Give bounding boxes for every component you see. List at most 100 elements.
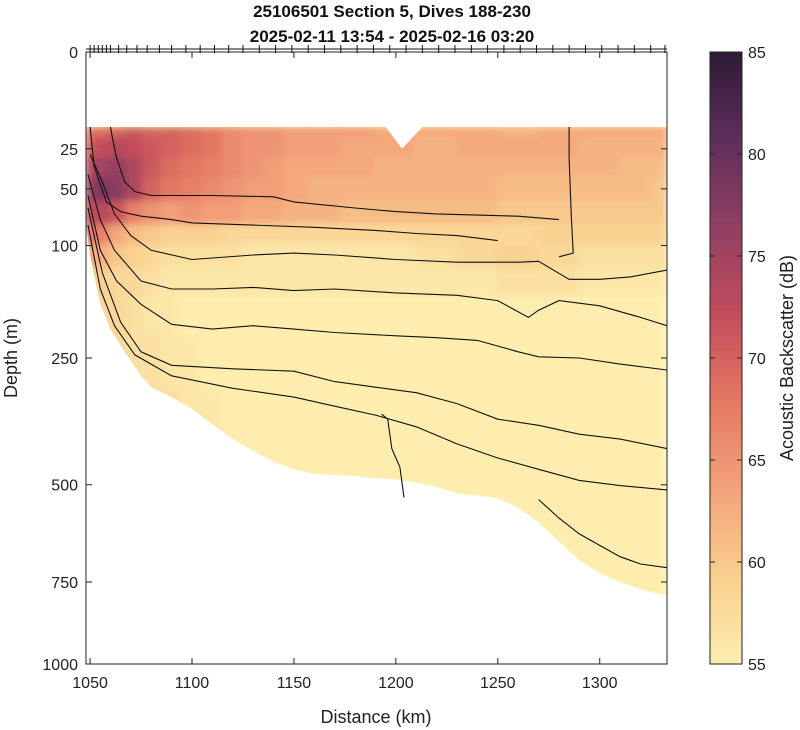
field-cell — [537, 244, 581, 270]
y-tick-label: 100 — [51, 239, 78, 256]
field-cell — [241, 224, 265, 247]
field-cell — [578, 224, 622, 247]
field-cell — [262, 224, 285, 247]
field-cell — [374, 334, 418, 389]
field-cell — [537, 334, 581, 389]
field-cell — [652, 244, 667, 270]
field-cell — [142, 267, 163, 298]
field-cell — [415, 295, 459, 337]
field-cell — [282, 177, 311, 203]
colorbar-gradient — [709, 51, 743, 665]
field-cell — [282, 126, 311, 140]
field-cell — [86, 200, 96, 227]
field-cell — [180, 267, 204, 298]
field-cell — [241, 267, 265, 298]
field-cell — [578, 244, 622, 270]
field-cell — [338, 200, 377, 227]
field-cell — [308, 177, 341, 203]
field-cell — [496, 334, 540, 389]
field-cell — [93, 157, 112, 180]
field-cell — [86, 157, 96, 180]
field-cell — [308, 224, 341, 247]
field-cell — [496, 177, 540, 203]
field-cell — [93, 200, 112, 227]
field-cell — [415, 126, 459, 140]
field-cell — [374, 157, 418, 180]
x-tick-label: 1200 — [378, 675, 414, 692]
field-cell — [282, 200, 311, 227]
field-cell — [496, 386, 540, 452]
field-cell — [262, 244, 285, 270]
field-cell — [201, 244, 224, 270]
field-cell — [282, 267, 311, 298]
field-cell — [496, 224, 540, 247]
field-cell — [456, 200, 499, 227]
field-cell — [496, 295, 540, 337]
field-cell — [537, 449, 581, 518]
field-cell — [142, 177, 163, 203]
field-cell — [578, 126, 622, 140]
field-cell — [241, 137, 265, 160]
field-cell — [109, 137, 128, 160]
field-cell — [619, 157, 655, 180]
field-cell — [262, 386, 285, 452]
field-cell — [241, 177, 265, 203]
field-cell — [93, 126, 112, 140]
field-cell — [578, 200, 622, 227]
x-tick-label: 1100 — [175, 675, 210, 692]
field-cell — [415, 177, 459, 203]
field-cell — [109, 200, 128, 227]
field-cell — [619, 224, 655, 247]
field-cell — [415, 157, 459, 180]
field-cell — [619, 137, 655, 160]
plot-area: 1050 1100 1150 1200 1250 1300 0 25 50 100 250 500 7… — [42, 45, 668, 692]
field-cell — [308, 126, 341, 140]
field-cell — [142, 200, 163, 227]
field-cell — [578, 295, 622, 337]
field-cell — [652, 449, 667, 518]
field-cell — [415, 334, 459, 389]
field-cell — [456, 224, 499, 247]
colorbar-tick-label: 80 — [748, 147, 766, 164]
field-cell — [537, 200, 581, 227]
field-cell — [619, 449, 655, 518]
field-cell — [537, 137, 581, 160]
field-cell — [537, 386, 581, 452]
y-tick-label: 25 — [60, 142, 78, 159]
field-cell — [374, 224, 418, 247]
field-cell — [652, 572, 667, 596]
field-cell — [537, 177, 581, 203]
field-cell — [374, 295, 418, 337]
field-cell — [456, 157, 499, 180]
y-tick-label: 0 — [69, 45, 78, 62]
field-cell — [652, 386, 667, 452]
field-cell — [221, 200, 244, 227]
x-tick-label: 1050 — [72, 675, 108, 692]
field-cell — [109, 126, 128, 140]
field-cell — [282, 224, 311, 247]
field-cell — [578, 386, 622, 452]
field-cell — [652, 267, 667, 298]
field-cell — [652, 126, 667, 140]
contour-line — [87, 224, 667, 491]
field-cell — [619, 267, 655, 298]
x-tick-label: 1150 — [277, 675, 312, 692]
backscatter-field — [86, 126, 667, 596]
field-cell — [262, 267, 285, 298]
field-cell — [180, 157, 204, 180]
field-cell — [201, 137, 224, 160]
field-cell — [415, 267, 459, 298]
x-axis: 1050 1100 1150 1200 1250 1300 — [72, 52, 618, 692]
field-cell — [142, 126, 163, 140]
field-cell — [537, 224, 581, 247]
field-cell — [125, 267, 145, 298]
field-cell — [221, 224, 244, 247]
field-cell — [578, 137, 622, 160]
field-cell — [241, 126, 265, 140]
field-cell — [619, 386, 655, 452]
field-cell — [338, 267, 377, 298]
field-cell — [537, 126, 581, 140]
colorbar-tick-label: 75 — [748, 249, 766, 266]
field-cell — [180, 224, 204, 247]
